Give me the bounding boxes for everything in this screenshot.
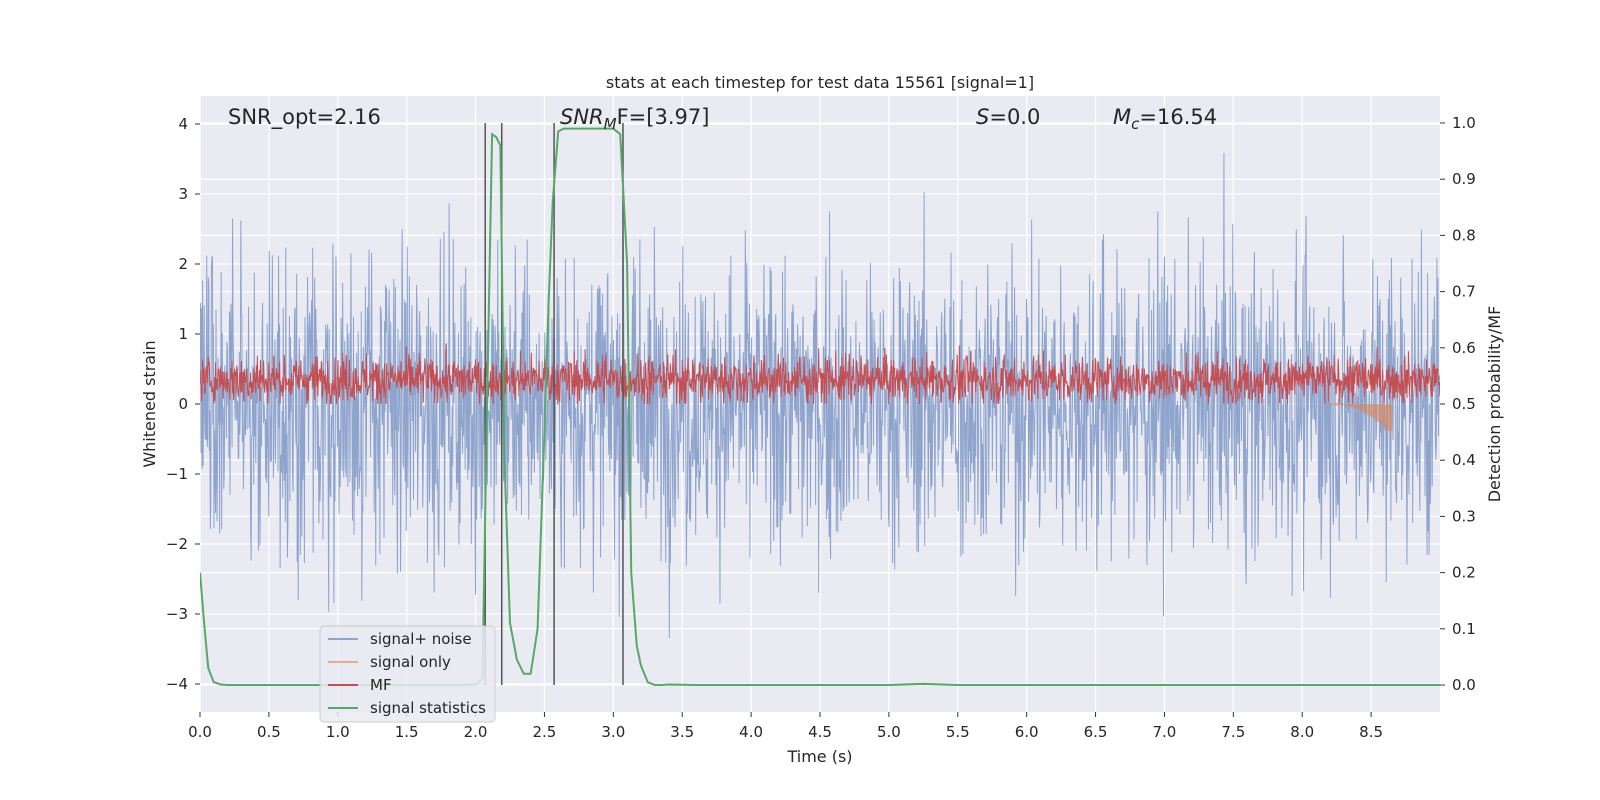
x-tick-label-13: 6.5 xyxy=(1084,723,1108,741)
y-left-tick-label-5: 1 xyxy=(178,325,188,343)
legend-label-mf: MF xyxy=(370,676,392,694)
annotation-snr-mf: SNRMF=[3.97] xyxy=(560,105,709,133)
x-tick-label-2: 1.0 xyxy=(326,723,350,741)
y-left-tick-label-2: −2 xyxy=(166,535,188,553)
y-right-tick-label-3: 0.3 xyxy=(1452,507,1476,525)
x-tick-label-4: 2.0 xyxy=(464,723,488,741)
annotation-snr-opt: SNR_opt=2.16 xyxy=(228,105,381,130)
y-right-tick-label-6: 0.6 xyxy=(1452,339,1476,357)
y-axis-left-label: Whitened strain xyxy=(140,340,159,467)
x-tick-label-17: 8.5 xyxy=(1359,723,1383,741)
x-tick-label-5: 2.5 xyxy=(533,723,557,741)
chart-title: stats at each timestep for test data 155… xyxy=(606,73,1034,92)
series-mf xyxy=(200,343,1440,405)
y-right-tick-label-7: 0.7 xyxy=(1452,283,1476,301)
x-axis-ticks: 0.0 0.5 1.0 1.5 2.0 2.5 3.0 3.5 4.0 4.5 5.0 5.5 6.0 6… xyxy=(188,712,1383,741)
x-tick-label-14: 7.0 xyxy=(1153,723,1177,741)
y-right-tick-label-2: 0.2 xyxy=(1452,564,1476,582)
legend: signal+ noise signal only MF signal stat… xyxy=(319,625,496,723)
x-tick-label-3: 1.5 xyxy=(395,723,419,741)
y-axis-left-ticks: −4 −3 −2 −1 0 1 2 3 4 xyxy=(166,115,200,693)
y-right-tick-label-0: 0.0 xyxy=(1452,676,1476,694)
x-tick-label-9: 4.5 xyxy=(808,723,832,741)
y-right-tick-label-4: 0.4 xyxy=(1452,451,1476,469)
y-right-tick-label-9: 0.9 xyxy=(1452,170,1476,188)
y-left-tick-label-6: 2 xyxy=(178,255,188,273)
annotation-s: S=0.0 xyxy=(976,105,1040,129)
y-right-tick-label-8: 0.8 xyxy=(1452,226,1476,244)
x-tick-label-7: 3.5 xyxy=(670,723,694,741)
y-right-tick-label-1: 0.1 xyxy=(1452,620,1476,638)
legend-label-signal-noise: signal+ noise xyxy=(370,630,472,648)
series-signal-only xyxy=(1329,402,1393,434)
x-tick-label-16: 8.0 xyxy=(1290,723,1314,741)
x-tick-label-12: 6.0 xyxy=(1015,723,1039,741)
y-right-tick-label-5: 0.5 xyxy=(1452,395,1476,413)
y-right-tick-label-10: 1.0 xyxy=(1452,114,1476,132)
x-tick-label-0: 0.0 xyxy=(188,723,212,741)
series-signal-noise xyxy=(200,153,1440,639)
x-tick-label-1: 0.5 xyxy=(257,723,281,741)
y-left-tick-label-4: 0 xyxy=(178,395,188,413)
x-tick-label-11: 5.5 xyxy=(946,723,970,741)
legend-box xyxy=(319,625,496,723)
x-tick-label-8: 4.0 xyxy=(739,723,763,741)
y-axis-right-ticks: 0.0 0.1 0.2 0.3 0.4 0.5 0.6 0.7 0.8 0.9 1.0 xyxy=(1440,114,1476,694)
y-left-tick-label-1: −3 xyxy=(166,605,188,623)
y-left-tick-label-3: −1 xyxy=(166,465,188,483)
x-axis-label: Time (s) xyxy=(786,747,852,766)
legend-label-signal-only: signal only xyxy=(370,653,451,671)
legend-label-signal-statistics: signal statistics xyxy=(370,699,486,717)
x-tick-label-10: 5.0 xyxy=(877,723,901,741)
y-axis-right-label: Detection probability/MF xyxy=(1485,306,1504,503)
annotation-mc: Mc=16.54 xyxy=(1113,105,1217,133)
y-left-tick-label-7: 3 xyxy=(178,185,188,203)
x-tick-label-15: 7.5 xyxy=(1221,723,1245,741)
y-left-tick-label-8: 4 xyxy=(178,115,188,133)
x-tick-label-6: 3.0 xyxy=(601,723,625,741)
y-left-tick-label-0: −4 xyxy=(166,675,188,693)
